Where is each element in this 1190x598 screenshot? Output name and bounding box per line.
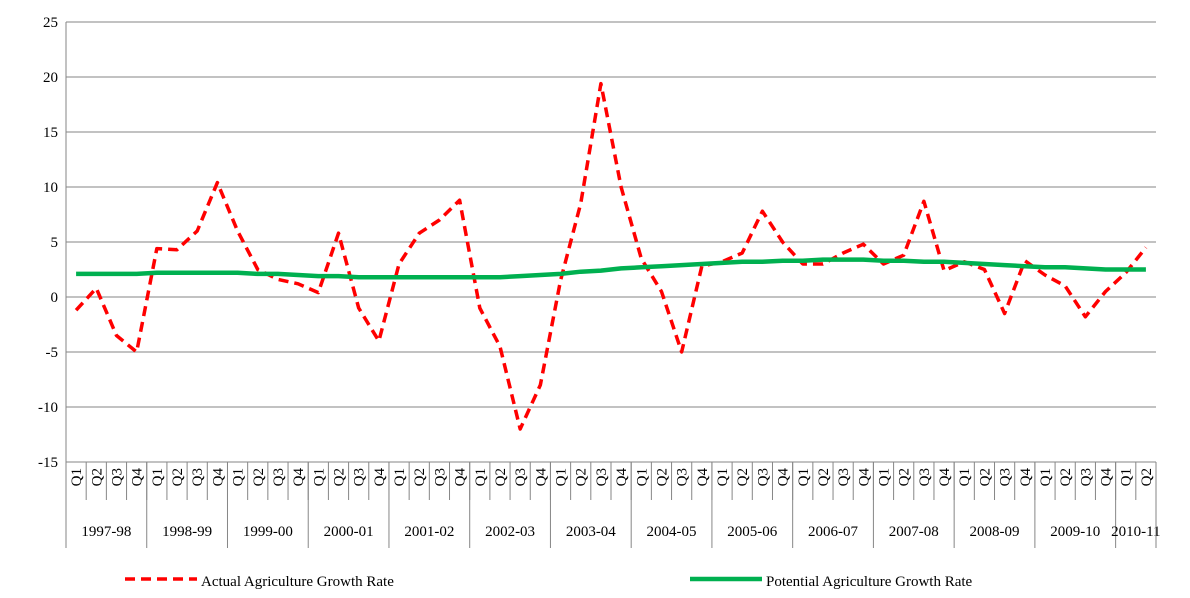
group-label: 2006-07	[808, 524, 858, 540]
group-label: 2000-01	[324, 524, 374, 540]
y-tick-label: 25	[43, 15, 58, 31]
x-tick-label: Q3	[352, 468, 368, 486]
x-tick-label: Q3	[917, 468, 933, 486]
group-label: 2002-03	[485, 524, 535, 540]
x-tick-label: Q2	[735, 468, 751, 486]
legend-label: Actual Agriculture Growth Rate	[201, 574, 394, 590]
x-tick-label: Q3	[190, 468, 206, 486]
x-tick-label: Q3	[998, 468, 1014, 486]
x-tick-label: Q4	[776, 468, 792, 487]
x-tick-label: Q3	[836, 468, 852, 486]
x-tick-label: Q1	[473, 468, 489, 486]
x-tick-label: Q4	[856, 468, 872, 487]
group-label: 1998-99	[162, 524, 212, 540]
x-tick-label: Q2	[251, 468, 267, 486]
y-tick-label: -15	[38, 455, 58, 471]
x-tick-label: Q3	[755, 468, 771, 486]
group-label: 2004-05	[647, 524, 697, 540]
x-tick-label: Q4	[695, 468, 711, 487]
x-tick-label: Q4	[614, 468, 630, 487]
x-tick-label: Q1	[715, 468, 731, 486]
x-tick-label: Q2	[816, 468, 832, 486]
legend-label: Potential Agriculture Growth Rate	[766, 574, 973, 590]
x-tick-label: Q4	[937, 468, 953, 487]
group-label: 1997-98	[81, 524, 131, 540]
group-label: 2001-02	[404, 524, 454, 540]
group-label: 2007-08	[889, 524, 939, 540]
x-tick-label: Q4	[210, 468, 226, 487]
x-tick-label: Q1	[1119, 468, 1135, 486]
x-tick-label: Q2	[493, 468, 509, 486]
x-tick-label: Q2	[89, 468, 105, 486]
y-tick-label: 10	[43, 180, 58, 196]
group-label: 2009-10	[1050, 524, 1100, 540]
x-tick-label: Q4	[1099, 468, 1115, 487]
group-label: 2010-11	[1111, 524, 1160, 540]
y-tick-label: 20	[43, 70, 58, 86]
x-tick-label: Q1	[796, 468, 812, 486]
x-tick-label: Q3	[109, 468, 125, 486]
x-tick-label: Q1	[311, 468, 327, 486]
series-line	[74, 81, 1148, 431]
x-tick-label: Q4	[533, 468, 549, 487]
x-tick-label: Q1	[392, 468, 408, 486]
x-tick-label: Q4	[1018, 468, 1034, 487]
x-tick-label: Q1	[877, 468, 893, 486]
x-tick-label: Q4	[130, 468, 146, 487]
x-tick-label: Q1	[554, 468, 570, 486]
x-tick-label: Q1	[150, 468, 166, 486]
y-tick-label: -10	[38, 400, 58, 416]
x-tick-label: Q1	[957, 468, 973, 486]
x-tick-label: Q3	[513, 468, 529, 486]
y-tick-label: 5	[51, 235, 59, 251]
x-tick-label: Q1	[231, 468, 247, 486]
x-tick-label: Q2	[977, 468, 993, 486]
x-tick-label: Q3	[432, 468, 448, 486]
y-tick-label: 0	[51, 290, 59, 306]
x-tick-label: Q1	[69, 468, 85, 486]
y-tick-label: 15	[43, 125, 58, 141]
x-tick-label: Q2	[654, 468, 670, 486]
x-tick-label: Q2	[412, 468, 428, 486]
group-label: 2008-09	[970, 524, 1020, 540]
x-tick-label: Q2	[1058, 468, 1074, 486]
x-tick-label: Q3	[675, 468, 691, 486]
x-tick-label: Q3	[271, 468, 287, 486]
x-tick-label: Q2	[170, 468, 186, 486]
group-label: 2005-06	[727, 524, 777, 540]
group-label: 2003-04	[566, 524, 616, 540]
x-tick-label: Q3	[594, 468, 610, 486]
y-tick-label: -5	[46, 345, 59, 361]
x-tick-label: Q1	[1038, 468, 1054, 486]
x-tick-label: Q2	[332, 468, 348, 486]
x-tick-label: Q4	[453, 468, 469, 487]
x-tick-label: Q4	[291, 468, 307, 487]
x-tick-label: Q4	[372, 468, 388, 487]
x-tick-label: Q2	[1139, 468, 1155, 486]
x-tick-label: Q1	[634, 468, 650, 486]
x-tick-label: Q3	[1078, 468, 1094, 486]
series-line	[76, 257, 1146, 280]
x-tick-label: Q2	[897, 468, 913, 486]
x-tick-label: Q2	[574, 468, 590, 486]
group-label: 1999-00	[243, 524, 293, 540]
